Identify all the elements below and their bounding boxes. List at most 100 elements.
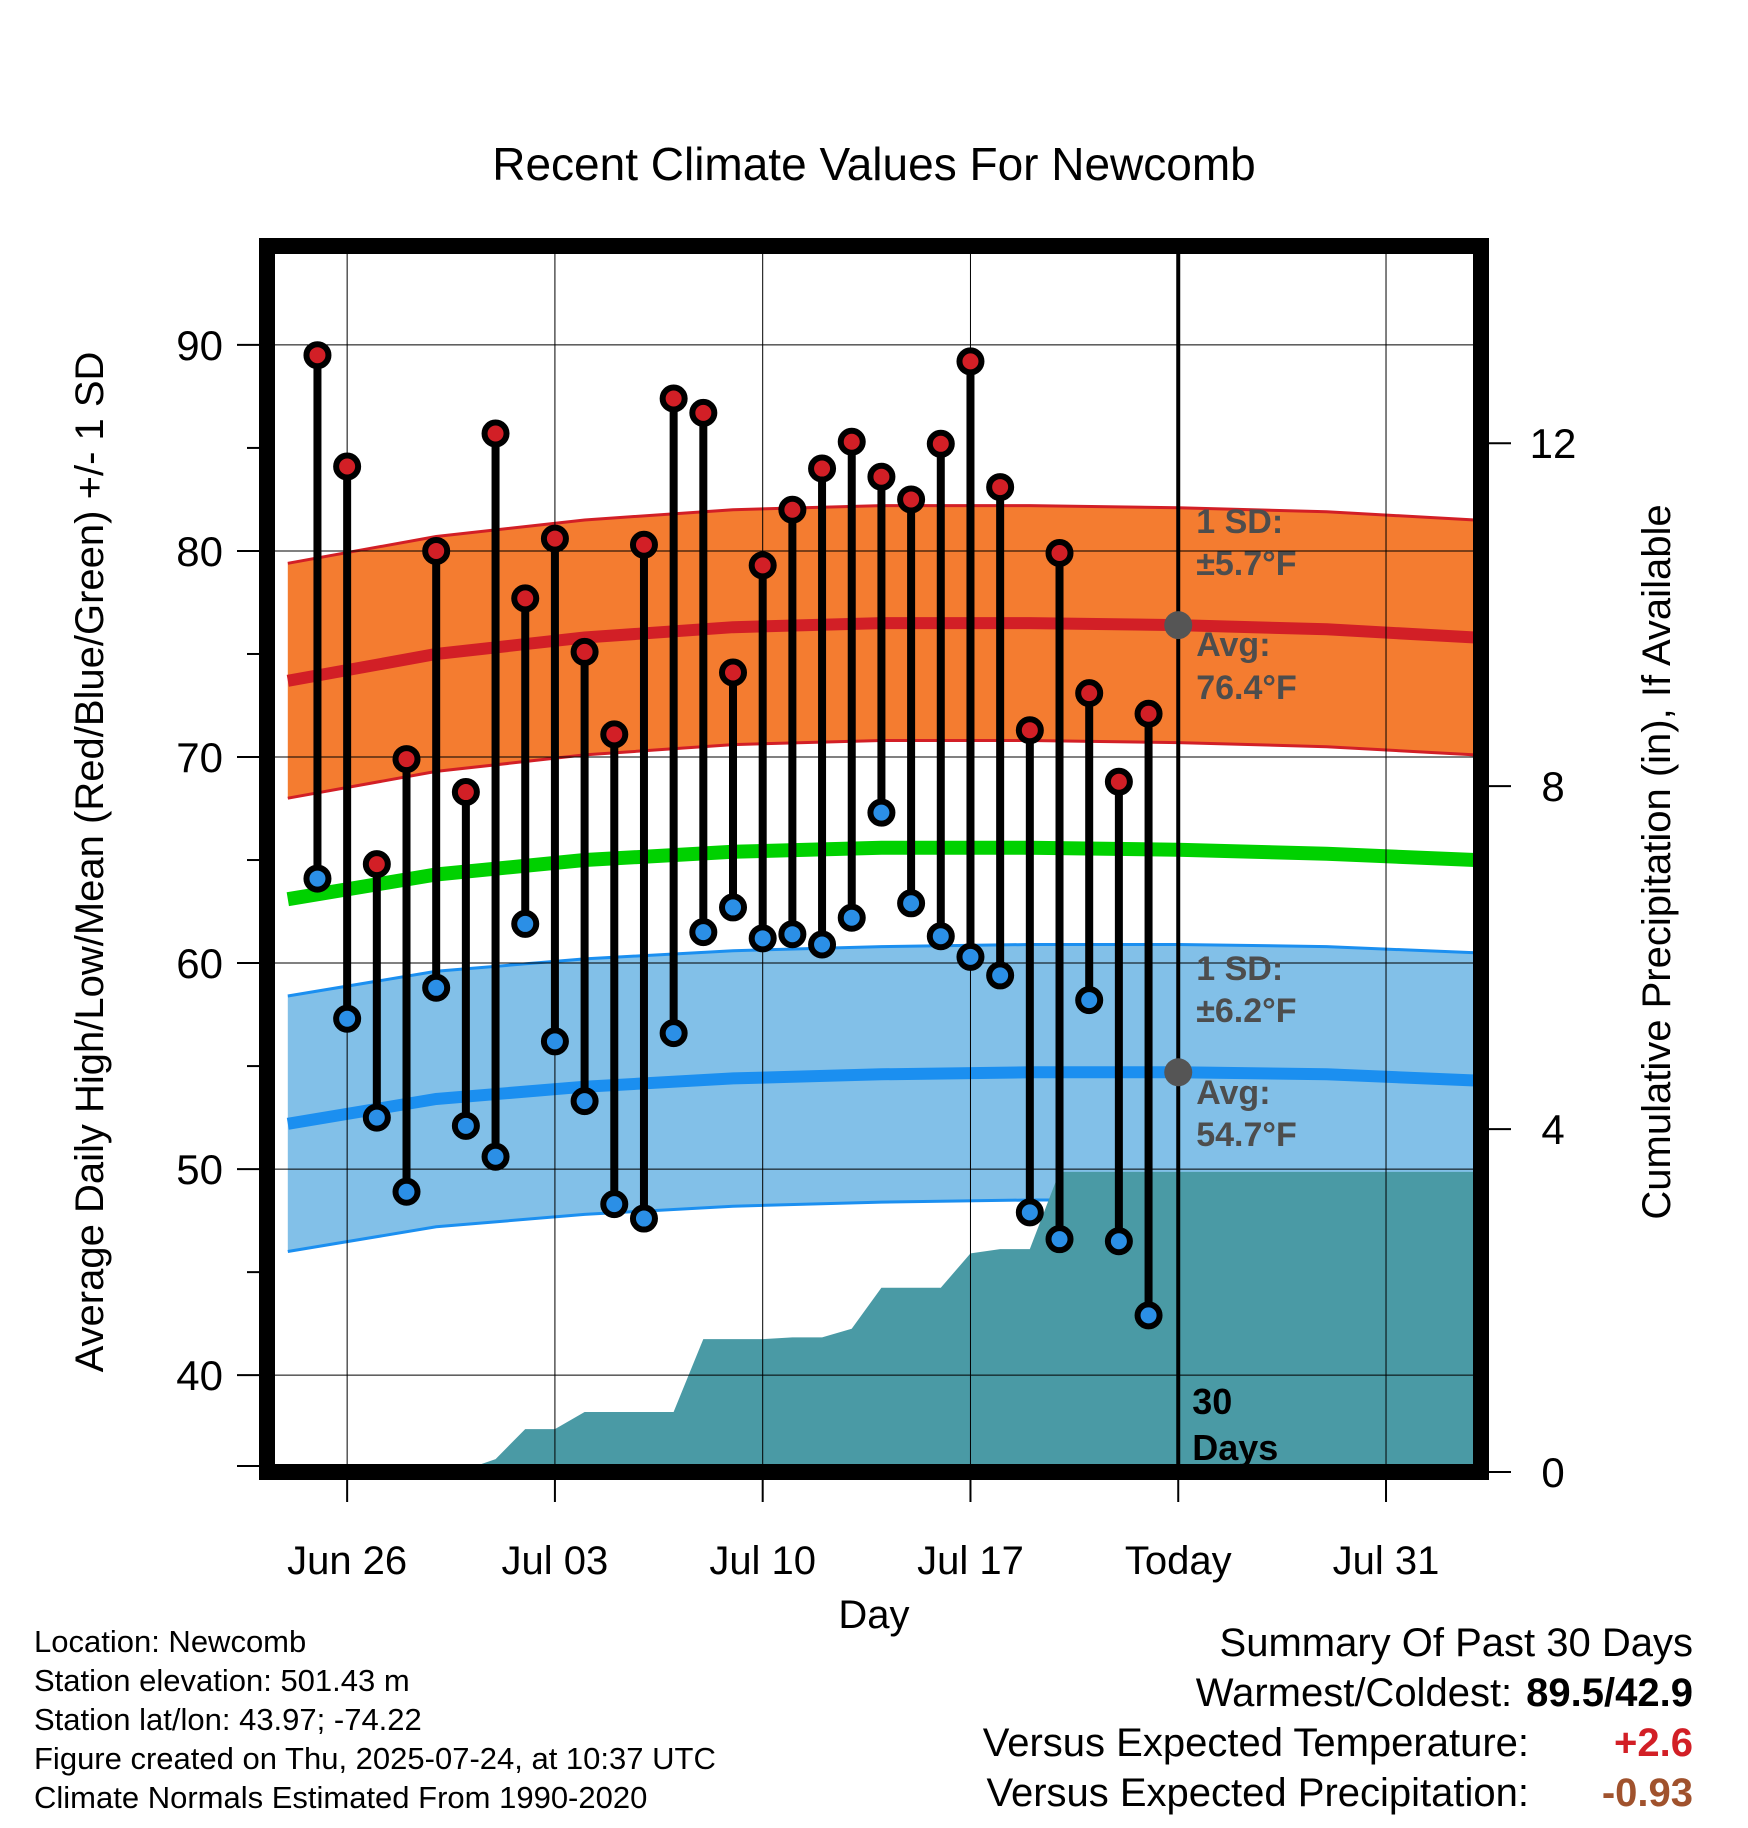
- mean-avg-line: [286, 840, 1476, 907]
- summary-warmest-row: Warmest/Coldest: 89.5/42.9: [983, 1668, 1693, 1718]
- high-marker-12: [629, 530, 658, 559]
- x-axis-label: Day: [838, 1593, 909, 1637]
- precip-value: -0.93: [1601, 1771, 1693, 1815]
- low-marker-5: [422, 973, 451, 1002]
- low-marker-15: [719, 893, 748, 922]
- low-avg-line: [286, 1066, 1476, 1130]
- high-marker-23: [956, 347, 985, 376]
- high-marker-17: [778, 495, 807, 524]
- elevation-text: Station elevation: 501.43 m: [34, 1663, 410, 1698]
- high-marker-11: [600, 720, 629, 749]
- high-marker-25: [1015, 716, 1044, 745]
- high-marker-21: [897, 485, 926, 514]
- warmest-value: 89.5/42.9: [1526, 1671, 1693, 1715]
- x-tick-label-4: Today: [1125, 1539, 1232, 1583]
- low-marker-12: [629, 1204, 658, 1233]
- low-sd-upper-edge: [287, 943, 1476, 998]
- high-sd-label: 1 SD:: [1196, 503, 1283, 541]
- days-label-number: 30: [1192, 1381, 1232, 1422]
- high-sd-value: ±5.7°F: [1196, 545, 1296, 583]
- precip-label: Versus Expected Precipitation:: [986, 1771, 1529, 1815]
- high-marker-2: [333, 452, 362, 481]
- low-marker-22: [926, 922, 955, 951]
- warmest-label: Warmest/Coldest:: [1195, 1671, 1513, 1715]
- y-tick-label-90: 90: [176, 322, 223, 369]
- y-tick-label-40: 40: [176, 1352, 223, 1399]
- low-marker-17: [778, 920, 807, 949]
- x-tick-label-1: Jul 03: [502, 1539, 609, 1583]
- chart-title: Recent Climate Values For Newcomb: [492, 138, 1256, 190]
- high-marker-16: [748, 551, 777, 580]
- low-avg-today-marker: [1164, 1058, 1193, 1087]
- low-sd-label: 1 SD:: [1196, 950, 1283, 988]
- normals-text: Climate Normals Estimated From 1990-2020: [34, 1780, 648, 1815]
- high-marker-22: [926, 429, 955, 458]
- high-avg-today-marker: [1164, 611, 1193, 640]
- low-marker-26: [1045, 1225, 1074, 1254]
- low-marker-9: [540, 1027, 569, 1056]
- high-marker-7: [481, 419, 510, 448]
- summary-temp-row: Versus Expected Temperature: +2.6: [983, 1718, 1693, 1768]
- y2-tick-label-8: 8: [1541, 763, 1564, 810]
- low-marker-11: [600, 1190, 629, 1219]
- low-marker-4: [392, 1177, 421, 1206]
- low-marker-8: [511, 909, 540, 938]
- location-text: Location: Newcomb: [34, 1624, 307, 1659]
- y-axis-label: Average Daily High/Low/Mean (Red/Blue/Gr…: [68, 352, 112, 1373]
- high-marker-29: [1134, 699, 1163, 728]
- low-marker-2: [333, 1004, 362, 1033]
- low-marker-28: [1104, 1227, 1133, 1256]
- low-marker-3: [362, 1103, 391, 1132]
- temp-label: Versus Expected Temperature:: [982, 1721, 1529, 1765]
- high-avg-value: 76.4°F: [1196, 669, 1297, 707]
- precip-area: [287, 1171, 1481, 1472]
- high-marker-4: [392, 745, 421, 774]
- plot-area: 1 SD: ±5.7°F Avg: 76.4°F 1 SD: ±6.2°F Avg: 54.7…: [176, 238, 1576, 1583]
- low-marker-23: [956, 942, 985, 971]
- days-label-text: Days: [1192, 1427, 1278, 1468]
- y2-tick-label-0: 0: [1541, 1449, 1564, 1496]
- high-avg-label: Avg:: [1196, 626, 1270, 664]
- high-marker-6: [451, 778, 480, 807]
- high-marker-14: [689, 398, 718, 427]
- station-info: Location: Newcomb Station elevation: 501…: [34, 1622, 716, 1817]
- high-marker-27: [1075, 679, 1104, 708]
- temp-value: +2.6: [1614, 1721, 1693, 1765]
- summary-title: Summary Of Past 30 Days: [1219, 1621, 1693, 1665]
- y-tick-label-50: 50: [176, 1146, 223, 1193]
- high-marker-9: [540, 524, 569, 553]
- summary-panel: Summary Of Past 30 Days Warmest/Coldest:…: [983, 1618, 1693, 1818]
- y2-axis-label: Cumulative Precipitation (in), If Availa…: [1635, 504, 1679, 1219]
- high-marker-26: [1045, 539, 1074, 568]
- x-tick-label-5: Jul 31: [1333, 1539, 1440, 1583]
- low-avg-label: Avg:: [1196, 1074, 1270, 1112]
- x-tick-label-3: Jul 17: [917, 1539, 1024, 1583]
- high-marker-10: [570, 637, 599, 666]
- high-marker-18: [808, 454, 837, 483]
- low-marker-14: [689, 918, 718, 947]
- low-marker-21: [897, 889, 926, 918]
- low-marker-16: [748, 924, 777, 953]
- low-marker-27: [1075, 986, 1104, 1015]
- low-marker-13: [659, 1019, 688, 1048]
- low-marker-24: [986, 961, 1015, 990]
- low-marker-18: [808, 930, 837, 959]
- x-tick-label-0: Jun 26: [287, 1539, 407, 1583]
- high-marker-24: [986, 473, 1015, 502]
- low-marker-6: [451, 1111, 480, 1140]
- high-marker-8: [511, 584, 540, 613]
- high-marker-13: [659, 384, 688, 413]
- y-tick-label-80: 80: [176, 528, 223, 575]
- high-marker-5: [422, 536, 451, 565]
- summary-precip-row: Versus Expected Precipitation: -0.93: [983, 1768, 1693, 1818]
- plot-frame: [259, 238, 1489, 1480]
- x-tick-label-2: Jul 10: [709, 1539, 816, 1583]
- y2-tick-label-12: 12: [1530, 420, 1577, 467]
- high-marker-3: [362, 850, 391, 879]
- high-marker-28: [1104, 767, 1133, 796]
- low-marker-10: [570, 1087, 599, 1116]
- latlon-text: Station lat/lon: 43.97; -74.22: [34, 1702, 422, 1737]
- high-marker-19: [837, 427, 866, 456]
- low-marker-7: [481, 1142, 510, 1171]
